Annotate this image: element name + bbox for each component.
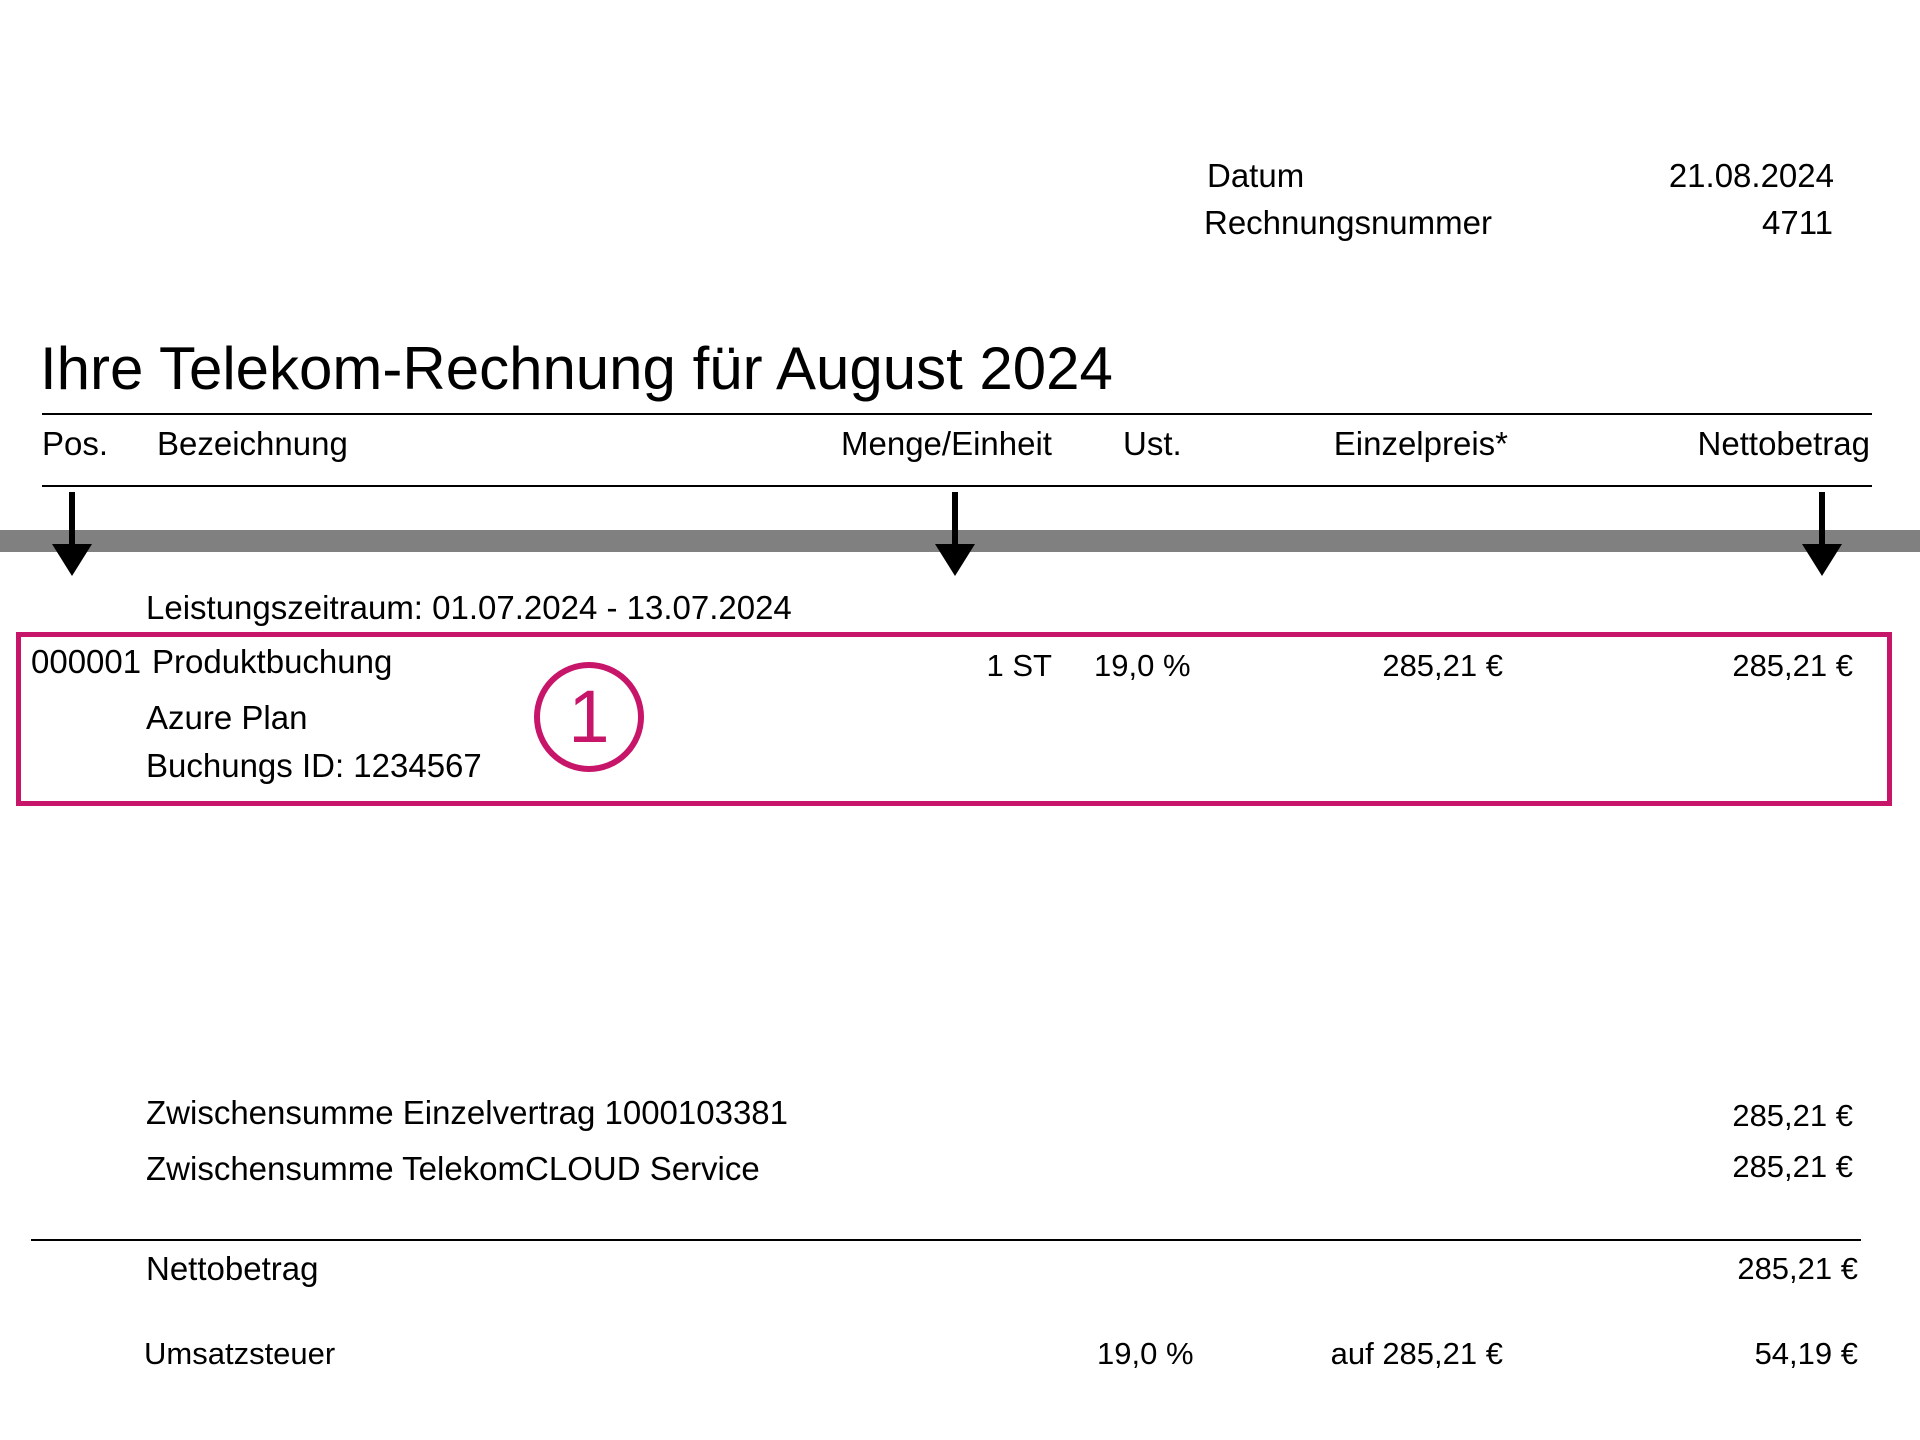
column-header-quantity: Menge/Einheit: [841, 425, 1052, 462]
callout-marker: 1: [534, 662, 644, 772]
date-value: 21.08.2024: [1668, 157, 1834, 194]
tax-rate: 19,0 %: [1097, 1336, 1194, 1371]
item-quantity: 1 ST: [986, 648, 1052, 683]
column-header-net-amount: Nettobetrag: [1697, 425, 1870, 462]
page-title: Ihre Telekom-Rechnung für August 2024: [40, 335, 1113, 402]
invoice-number-value: 4711: [1762, 204, 1833, 241]
net-total-label: Nettobetrag: [146, 1250, 319, 1287]
header-bottom-rule: [42, 485, 1872, 487]
highlight-box: [16, 632, 1892, 806]
item-detail-booking-id: Buchungs ID: 1234567: [146, 747, 482, 784]
column-header-description: Bezeichnung: [157, 425, 348, 462]
item-name: Produktbuchung: [152, 643, 393, 680]
item-unit-price: 285,21 €: [1382, 648, 1503, 683]
subtotal-label: Zwischensumme TelekomCLOUD Service: [146, 1150, 760, 1187]
net-total-value: 285,21 €: [1737, 1251, 1858, 1286]
service-period: Leistungszeitraum: 01.07.2024 - 13.07.20…: [146, 589, 792, 626]
arrow-down-icon: [935, 492, 975, 576]
subtotal-value: 285,21 €: [1732, 1098, 1853, 1133]
item-vat: 19,0 %: [1094, 648, 1191, 683]
header-top-rule: [42, 413, 1872, 415]
tax-base: auf 285,21 €: [1330, 1336, 1503, 1371]
separator-band: [0, 530, 1920, 552]
invoice-number-label: Rechnungsnummer: [1204, 204, 1492, 241]
total-rule: [31, 1239, 1861, 1241]
column-header-unit-price: Einzelpreis*: [1333, 425, 1508, 462]
column-header-vat: Ust.: [1123, 425, 1182, 462]
subtotal-label: Zwischensumme Einzelvertrag 1000103381: [146, 1094, 789, 1131]
item-detail-product: Azure Plan: [146, 699, 308, 736]
column-header-pos: Pos.: [42, 425, 109, 462]
arrow-down-icon: [52, 492, 92, 576]
date-label: Datum: [1207, 157, 1305, 194]
tax-label: Umsatzsteuer: [144, 1336, 336, 1371]
subtotal-value: 285,21 €: [1732, 1149, 1853, 1184]
item-net-amount: 285,21 €: [1732, 648, 1853, 683]
item-position: 000001: [31, 643, 142, 680]
tax-value: 54,19 €: [1754, 1336, 1858, 1371]
arrow-down-icon: [1802, 492, 1842, 576]
